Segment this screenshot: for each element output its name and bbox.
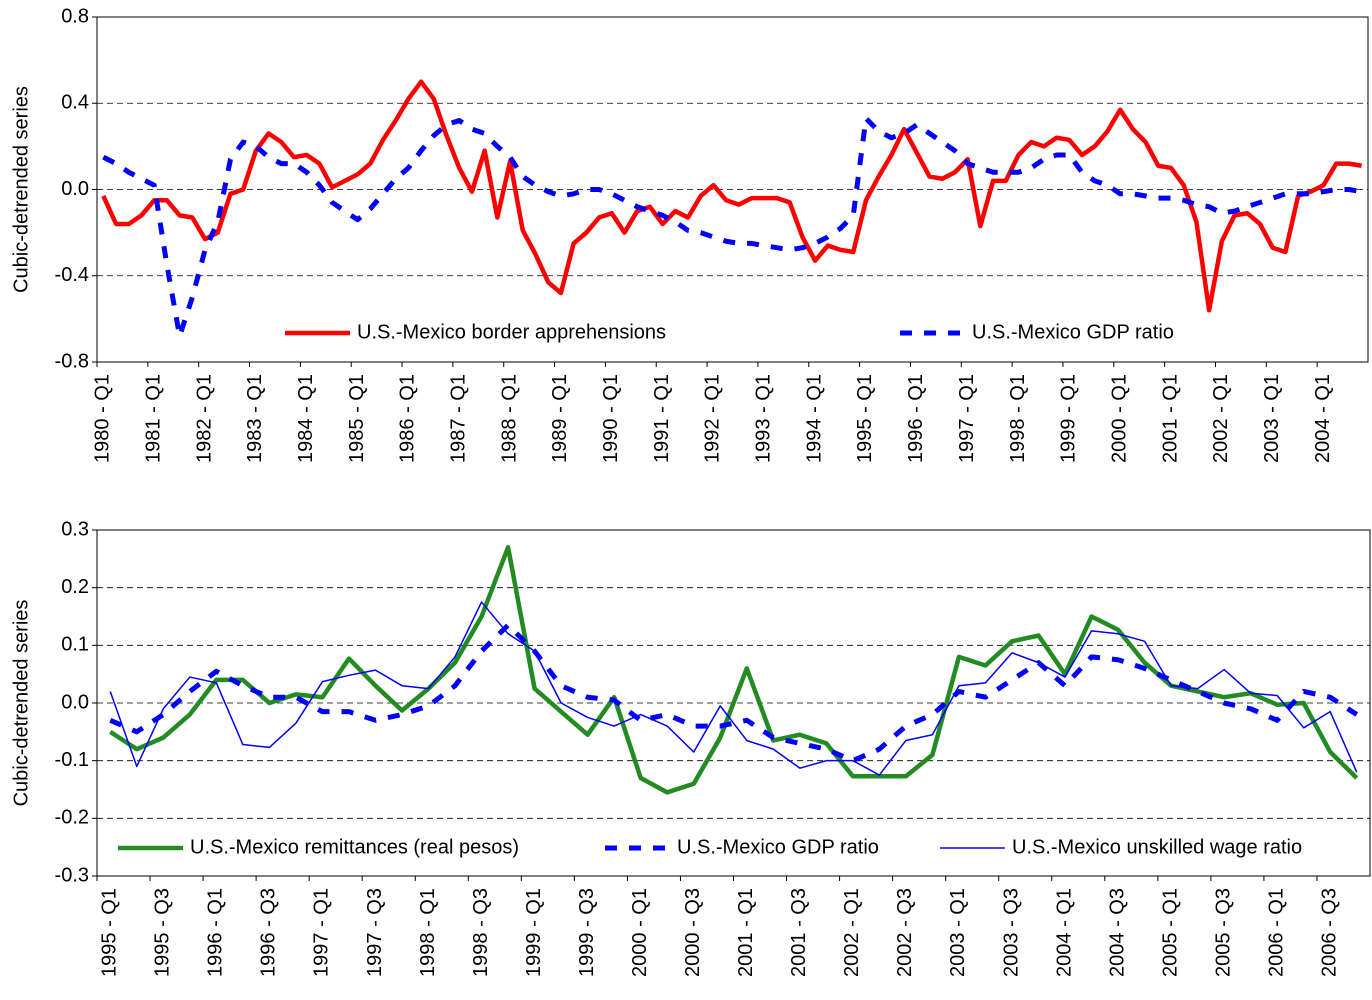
x-tick-label: 1995 - Q3 xyxy=(152,888,174,977)
x-tick-label: 1995 - Q1 xyxy=(99,888,121,977)
series-line xyxy=(101,79,1363,313)
x-tick-label: 1983 - Q1 xyxy=(244,374,266,463)
x-tick-label: 2000 - Q1 xyxy=(629,888,651,977)
x-tick-label: 2000 - Q3 xyxy=(682,888,704,977)
x-tick-label: 2000 - Q1 xyxy=(1108,374,1130,463)
legend-label: U.S.-Mexico remittances (real pesos) xyxy=(190,836,519,858)
x-tick-label: 1998 - Q1 xyxy=(1007,374,1029,463)
y-tick-label: -0.2 xyxy=(55,807,89,829)
legend-label: U.S.-Mexico border apprehensions xyxy=(357,321,666,343)
x-tick-label: 2006 - Q3 xyxy=(1319,888,1341,977)
x-tick-label: 2003 - Q1 xyxy=(947,888,969,977)
x-tick-label: 2004 - Q3 xyxy=(1106,888,1128,977)
x-tick-label: 1995 - Q1 xyxy=(854,374,876,463)
x-tick-label: 1980 - Q1 xyxy=(92,374,114,463)
x-tick-label: 1997 - Q1 xyxy=(311,888,333,977)
y-tick-label: -0.4 xyxy=(55,264,89,286)
x-tick-label: 2003 - Q3 xyxy=(1000,888,1022,977)
x-tick-label: 2004 - Q1 xyxy=(1053,888,1075,977)
x-tick-label: 2001 - Q3 xyxy=(788,888,810,977)
y-tick-label: -0.1 xyxy=(55,749,89,771)
legend-label: U.S.-Mexico unskilled wage ratio xyxy=(1012,836,1302,858)
legend-label: U.S.-Mexico GDP ratio xyxy=(677,836,879,858)
x-tick-label: 1996 - Q1 xyxy=(205,888,227,977)
x-tick-label: 2002 - Q1 xyxy=(841,888,863,977)
x-tick-label: 2002 - Q1 xyxy=(1210,374,1232,463)
x-tick-label: 1996 - Q3 xyxy=(258,888,280,977)
x-tick-label: 1999 - Q3 xyxy=(576,888,598,977)
x-tick-label: 1991 - Q1 xyxy=(651,374,673,463)
x-tick-label: 2003 - Q1 xyxy=(1261,374,1283,463)
x-tick-label: 1998 - Q1 xyxy=(417,888,439,977)
y-axis-label: Cubic-detrended series xyxy=(10,600,32,807)
x-tick-label: 1999 - Q1 xyxy=(523,888,545,977)
x-tick-label: 1987 - Q1 xyxy=(448,374,470,463)
series-line xyxy=(109,601,1358,776)
x-tick-label: 2005 - Q3 xyxy=(1212,888,1234,977)
x-tick-label: 1990 - Q1 xyxy=(600,374,622,463)
x-tick-label: 1985 - Q1 xyxy=(346,374,368,463)
x-tick-label: 2001 - Q1 xyxy=(735,888,757,977)
x-tick-label: 1997 - Q3 xyxy=(364,888,386,977)
plot-frame xyxy=(96,16,1369,363)
y-tick-label: 0.8 xyxy=(61,5,89,27)
x-tick-label: 1997 - Q1 xyxy=(956,374,978,463)
y-tick-label: 0.3 xyxy=(61,518,89,540)
x-tick-label: 2005 - Q1 xyxy=(1159,888,1181,977)
y-tick-label: 0.0 xyxy=(61,178,89,200)
x-tick-label: 1986 - Q1 xyxy=(397,374,419,463)
x-tick-label: 2002 - Q3 xyxy=(894,888,916,977)
y-tick-label: 0.2 xyxy=(61,576,89,598)
x-tick-label: 2001 - Q1 xyxy=(1159,374,1181,463)
x-tick-label: 1988 - Q1 xyxy=(498,374,520,463)
y-tick-label: 0.0 xyxy=(61,691,89,713)
x-tick-label: 1993 - Q1 xyxy=(753,374,775,463)
legend-label: U.S.-Mexico GDP ratio xyxy=(972,321,1174,343)
x-tick-label: 1984 - Q1 xyxy=(295,374,317,463)
series-line xyxy=(102,115,1363,339)
y-axis-label: Cubic-detrended series xyxy=(10,86,32,293)
x-tick-label: 1989 - Q1 xyxy=(549,374,571,463)
x-tick-label: 1999 - Q1 xyxy=(1058,374,1080,463)
x-tick-label: 1992 - Q1 xyxy=(702,374,724,463)
x-tick-label: 1996 - Q1 xyxy=(905,374,927,463)
x-tick-label: 1981 - Q1 xyxy=(142,374,164,463)
x-tick-label: 2006 - Q1 xyxy=(1265,888,1287,977)
y-tick-label: 0.4 xyxy=(61,92,89,114)
y-tick-label: -0.3 xyxy=(55,864,89,886)
y-tick-label: 0.1 xyxy=(61,634,89,656)
series-line xyxy=(109,545,1359,795)
x-tick-label: 1982 - Q1 xyxy=(193,374,215,463)
x-tick-label: 1994 - Q1 xyxy=(803,374,825,463)
x-tick-label: 2004 - Q1 xyxy=(1312,374,1334,463)
x-tick-label: 1998 - Q3 xyxy=(470,888,492,977)
y-tick-label: -0.8 xyxy=(55,350,89,372)
